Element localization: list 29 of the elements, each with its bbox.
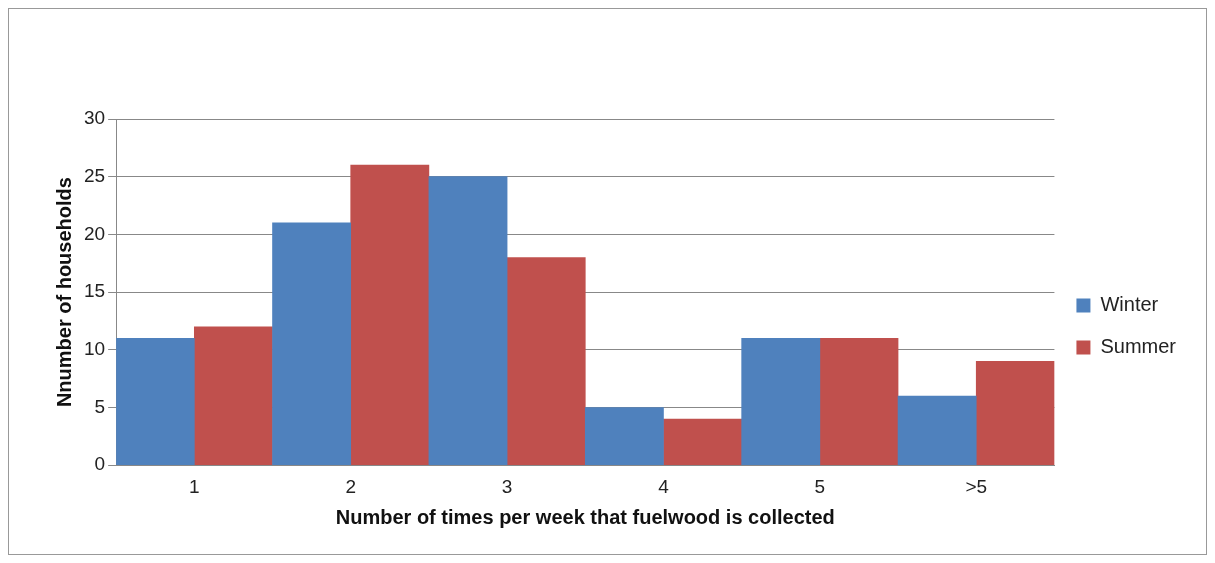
y-axis-title: Nnumber of households [52, 177, 75, 408]
bar [663, 418, 742, 466]
x-axis-title: Number of times per week that fuelwood is collected [335, 505, 835, 528]
bar [741, 337, 821, 466]
bar [194, 326, 273, 466]
bar [819, 337, 899, 466]
bar [975, 361, 1055, 466]
bar [350, 164, 430, 466]
y-tick-label: 5 [94, 395, 106, 417]
bar [272, 222, 352, 466]
y-tick-label: 15 [83, 280, 106, 302]
x-tick-label: 1 [189, 475, 200, 497]
y-tick-label: 30 [83, 107, 106, 129]
bar [897, 395, 977, 466]
bar [428, 176, 508, 466]
bar [506, 257, 586, 466]
x-tick-label: 4 [658, 475, 670, 497]
x-tick-label: 5 [814, 475, 826, 497]
legend-label: Winter [1100, 293, 1159, 316]
y-tick-label: 20 [83, 222, 106, 244]
bar [584, 407, 664, 466]
x-tick-label: >5 [965, 475, 988, 497]
y-tick-label: 0 [94, 453, 106, 475]
legend-label: Summer [1100, 335, 1177, 358]
x-tick-label: 3 [501, 475, 513, 497]
x-tick-label: 2 [345, 475, 356, 497]
y-tick-label: 10 [83, 338, 106, 360]
bar [116, 337, 195, 466]
y-tick-label: 25 [83, 164, 106, 186]
